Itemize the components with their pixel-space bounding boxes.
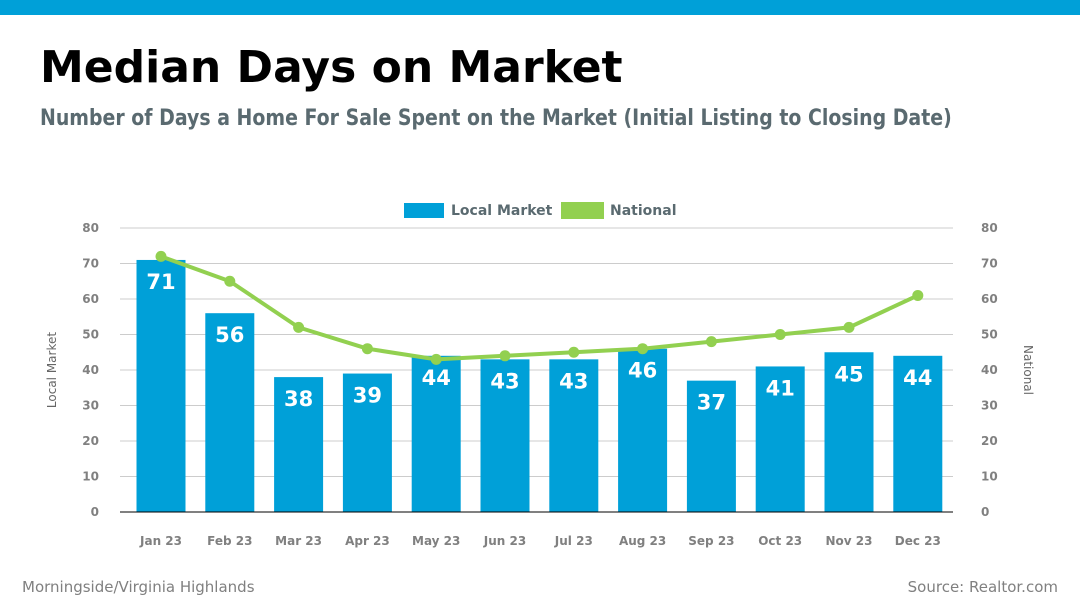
y-left-tick-label: 20 (82, 434, 99, 448)
x-tick-label: Aug 23 (619, 534, 666, 548)
national-point (705, 336, 717, 348)
legend-label-local-market: Local Market (451, 203, 553, 219)
y-left-tick-label: 80 (82, 221, 99, 235)
national-point (637, 343, 649, 355)
x-tick-label: Dec 23 (895, 534, 941, 548)
x-tick-label: Jan 23 (139, 534, 182, 548)
chart-data-labels: 71 56 38 39 44 43 43 46 37 41 45 44 (146, 270, 932, 415)
y-left-tick-label: 0 (91, 505, 99, 519)
y-right-tick-label: 30 (981, 399, 998, 413)
y-left-axis-title: Local Market (45, 332, 59, 408)
bar-data-label: 44 (903, 366, 932, 390)
national-point (912, 289, 924, 301)
top-accent-bar (0, 0, 1080, 15)
bar-data-label: 45 (834, 362, 863, 386)
legend-swatch-local-market (404, 203, 444, 218)
national-point (774, 329, 786, 340)
y-left-tick-label: 50 (82, 328, 99, 342)
national-point (155, 250, 167, 262)
y-right-tick-label: 80 (981, 221, 998, 235)
bar-local-market (618, 348, 668, 512)
y-left-tick-label: 40 (82, 363, 99, 377)
x-tick-label: Jun 23 (483, 534, 526, 548)
national-point (568, 346, 580, 358)
y-left-tick-label: 10 (82, 470, 99, 484)
bar-data-label: 37 (697, 391, 726, 415)
bar-data-label: 43 (490, 369, 519, 393)
bar-local-market (549, 359, 599, 512)
bar-local-market (205, 313, 255, 512)
national-point (224, 275, 236, 287)
bar-local-market (686, 380, 736, 512)
bar-local-market (480, 359, 530, 512)
legend-swatch-national (561, 202, 604, 219)
bar-data-label: 44 (422, 366, 451, 390)
bar-data-label: 46 (628, 359, 657, 383)
bar-local-market (274, 377, 324, 512)
x-tick-label: Oct 23 (758, 534, 802, 548)
bar-local-market (411, 355, 461, 512)
chart-legend: Local Market National (404, 202, 677, 219)
page-subtitle: Number of Days a Home For Sale Spent on … (40, 106, 952, 131)
bar-data-label: 38 (284, 387, 313, 411)
y-right-tick-label: 20 (981, 434, 998, 448)
x-tick-label: Jul 23 (554, 534, 593, 548)
chart-bars (136, 259, 943, 512)
y-left-tick-label: 60 (82, 292, 99, 306)
bar-local-market (136, 259, 186, 512)
y-right-tick-label: 70 (981, 257, 998, 271)
national-line (160, 254, 919, 362)
bar-data-label: 39 (353, 384, 382, 408)
bar-data-label: 56 (215, 323, 244, 347)
x-tick-label: May 23 (412, 534, 460, 548)
y-right-tick-label: 0 (981, 505, 989, 519)
bar-data-label: 71 (146, 270, 175, 294)
x-tick-label: Sep 23 (688, 534, 734, 548)
x-tick-label: Mar 23 (275, 534, 322, 548)
national-point (430, 353, 442, 365)
bar-data-label: 41 (766, 376, 795, 400)
page-title: Median Days on Market (40, 42, 623, 93)
y-left-tick-label: 30 (82, 399, 99, 413)
location-label: Morningside/Virginia Highlands (22, 578, 255, 596)
bar-local-market (893, 355, 943, 512)
y-left-tick-label: 70 (82, 257, 99, 271)
national-point (361, 343, 373, 355)
national-line-series (155, 250, 924, 365)
y-right-tick-label: 40 (981, 363, 998, 377)
national-point (843, 321, 855, 333)
legend-label-national: National (610, 203, 677, 219)
national-point (293, 321, 305, 333)
bar-local-market (824, 352, 874, 512)
bar-local-market (342, 373, 392, 512)
bar-local-market (755, 366, 805, 512)
x-tick-label: Nov 23 (826, 534, 873, 548)
national-point (499, 350, 511, 362)
y-right-axis-title: National (1021, 345, 1035, 395)
bar-data-label: 43 (559, 369, 588, 393)
chart-axes: 0 0 10 10 20 20 30 30 40 40 50 50 60 60 70 70 80 80 Jan 23… (45, 221, 1035, 548)
source-label: Source: Realtor.com (907, 578, 1058, 596)
y-right-tick-label: 10 (981, 470, 998, 484)
x-tick-label: Apr 23 (345, 534, 390, 548)
y-right-tick-label: 60 (981, 292, 998, 306)
x-tick-label: Feb 23 (207, 534, 252, 548)
y-right-tick-label: 50 (981, 328, 998, 342)
